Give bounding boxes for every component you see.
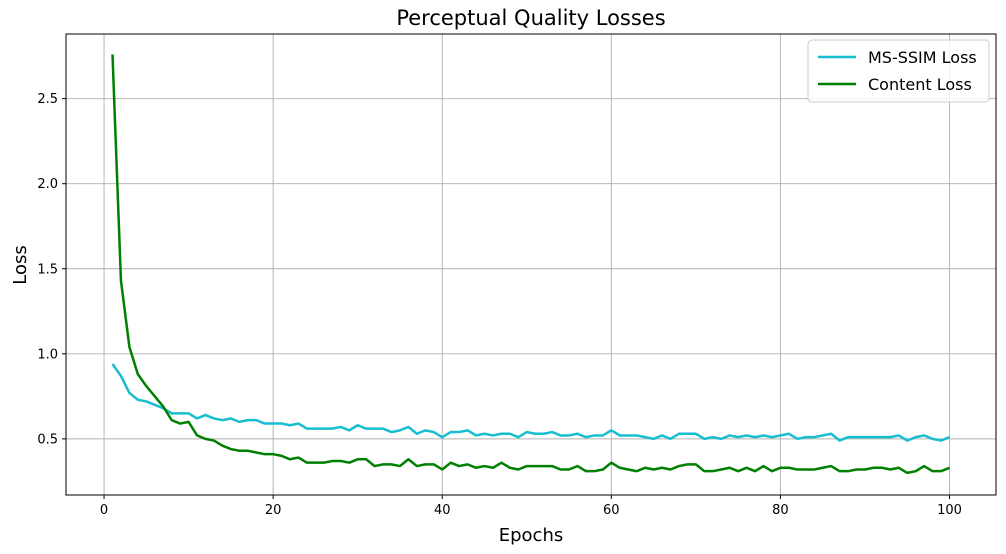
y-axis-label: Loss bbox=[10, 245, 31, 284]
x-axis-label: Epochs bbox=[499, 525, 564, 546]
y-tick-label: 0.5 bbox=[37, 432, 58, 447]
x-tick-label: 60 bbox=[603, 503, 620, 518]
legend: MS-SSIM Loss Content Loss bbox=[807, 39, 990, 103]
y-tick-label: 2.5 bbox=[37, 92, 58, 107]
x-tick-label: 100 bbox=[937, 503, 962, 518]
legend-label-ms-ssim: MS-SSIM Loss bbox=[868, 48, 977, 67]
series-line-ms-ssim-loss bbox=[111, 363, 950, 442]
legend-box bbox=[807, 39, 990, 103]
y-tick-label: 1.5 bbox=[37, 262, 58, 277]
series-line-content-loss bbox=[111, 54, 950, 475]
axis-ticks: 0 20 40 60 80 100 0.5 1.0 1.5 2.0 2.5 bbox=[37, 92, 962, 518]
y-tick-label: 1.0 bbox=[37, 347, 58, 362]
y-tick-label: 2.0 bbox=[37, 177, 58, 192]
x-tick-label: 40 bbox=[434, 503, 451, 518]
series-layer bbox=[111, 54, 950, 475]
plot-frame bbox=[65, 33, 997, 496]
chart-title: Perceptual Quality Losses bbox=[396, 6, 665, 30]
x-tick-label: 0 bbox=[100, 503, 108, 518]
x-tick-label: 80 bbox=[772, 503, 789, 518]
legend-label-content: Content Loss bbox=[868, 75, 972, 94]
x-tick-label: 20 bbox=[265, 503, 282, 518]
